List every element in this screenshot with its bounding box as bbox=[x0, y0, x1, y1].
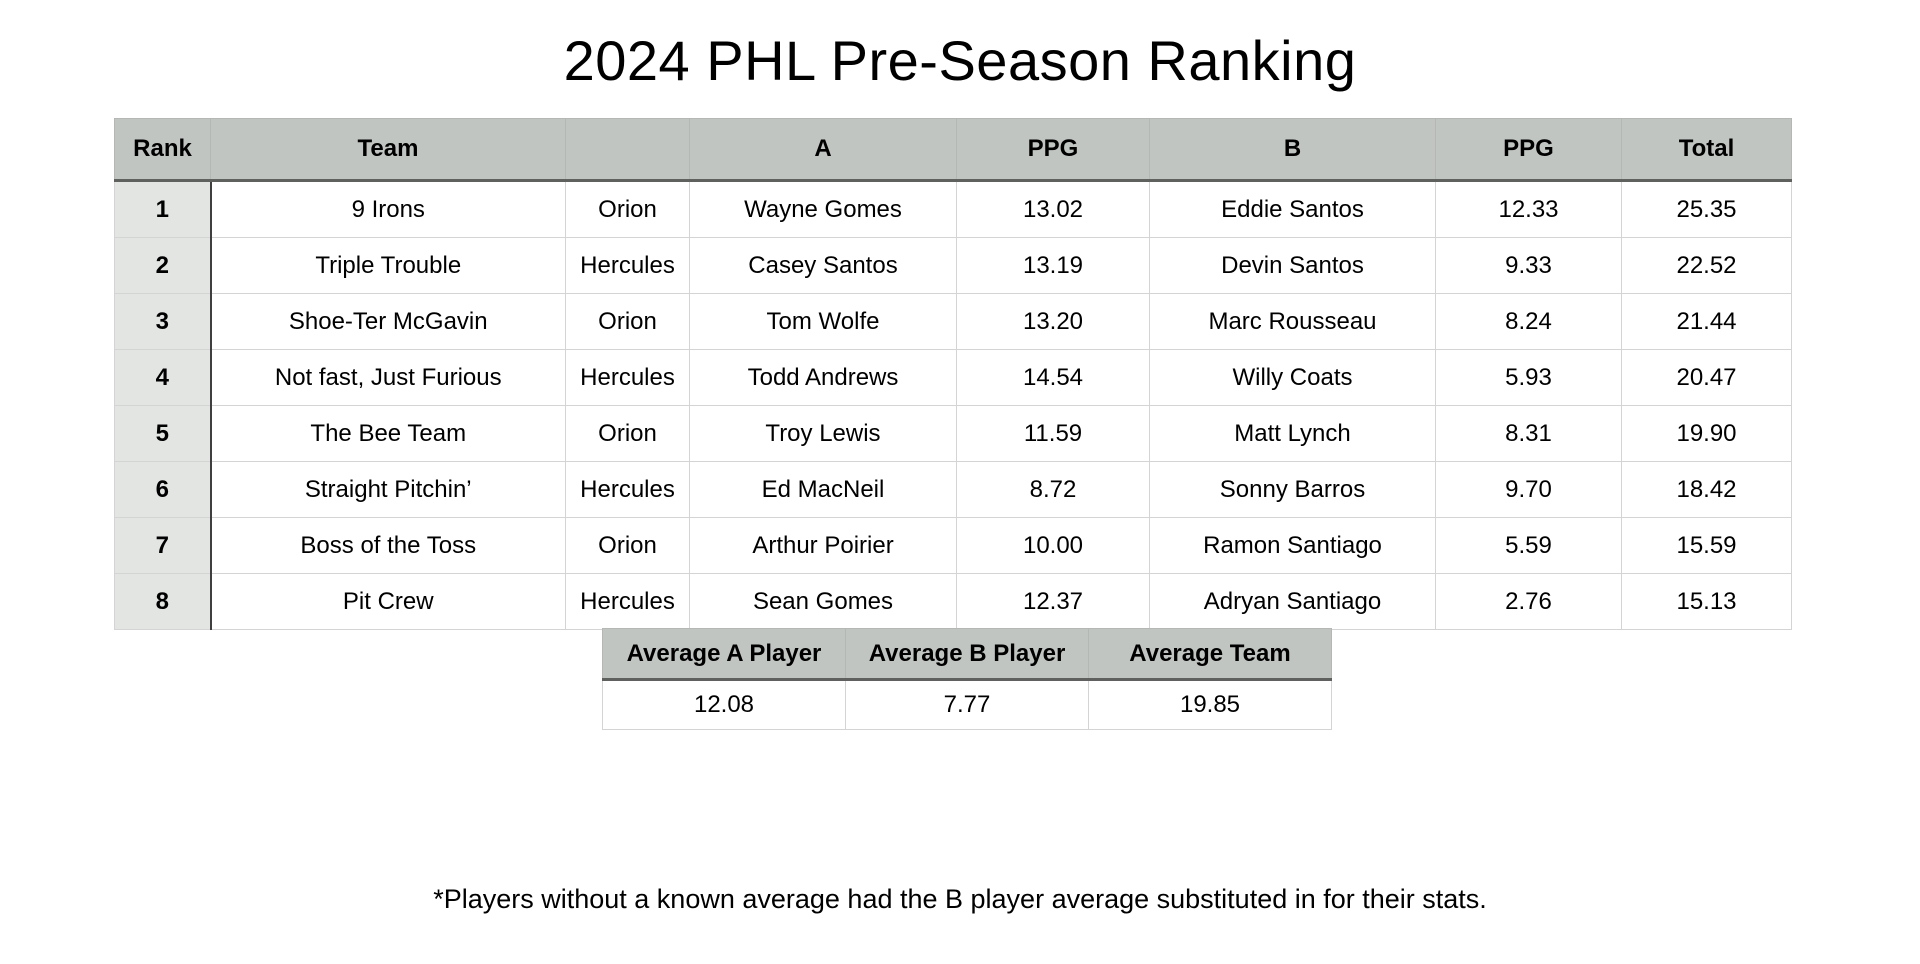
rank-cell: 2 bbox=[114, 237, 212, 294]
cell: Pit Crew bbox=[210, 573, 566, 630]
cell: 15.59 bbox=[1621, 517, 1792, 574]
cell: 19.85 bbox=[1088, 679, 1332, 730]
column-header: Average A Player bbox=[602, 628, 846, 681]
cell: Devin Santos bbox=[1149, 237, 1436, 294]
rank-cell: 5 bbox=[114, 405, 212, 462]
rank-cell: 8 bbox=[114, 573, 212, 630]
cell: Casey Santos bbox=[689, 237, 957, 294]
cell: Todd Andrews bbox=[689, 349, 957, 406]
rank-cell: 6 bbox=[114, 461, 212, 518]
table-row: 5 The Bee Team Orion Troy Lewis 11.59 Matt Ly… bbox=[114, 405, 1792, 462]
averages-table-body: 12.08 7.77 19.85 bbox=[602, 679, 1332, 730]
cell: Hercules bbox=[565, 573, 690, 630]
table-row: 7 Boss of the Toss Orion Arthur Poirier 10.0… bbox=[114, 517, 1792, 574]
cell: 20.47 bbox=[1621, 349, 1792, 406]
rank-cell: 4 bbox=[114, 349, 212, 406]
cell: Not fast, Just Furious bbox=[210, 349, 566, 406]
rank-cell: 1 bbox=[114, 180, 212, 238]
cell: 18.42 bbox=[1621, 461, 1792, 518]
cell: Matt Lynch bbox=[1149, 405, 1436, 462]
cell: Arthur Poirier bbox=[689, 517, 957, 574]
cell: 14.54 bbox=[956, 349, 1150, 406]
page-title: 2024 PHL Pre-Season Ranking bbox=[563, 29, 1357, 92]
cell: Eddie Santos bbox=[1149, 180, 1436, 238]
cell: Willy Coats bbox=[1149, 349, 1436, 406]
column-header: Average B Player bbox=[845, 628, 1089, 681]
column-header bbox=[565, 118, 690, 182]
column-header: B bbox=[1149, 118, 1436, 182]
cell: 8.72 bbox=[956, 461, 1150, 518]
main-table-header: Rank Team A PPG B PPG Total bbox=[114, 118, 1792, 182]
cell: Orion bbox=[565, 293, 690, 350]
cell: Boss of the Toss bbox=[210, 517, 566, 574]
cell: 22.52 bbox=[1621, 237, 1792, 294]
cell: 12.08 bbox=[602, 679, 846, 730]
header-row: Rank Team A PPG B PPG Total bbox=[114, 118, 1792, 182]
cell: 11.59 bbox=[956, 405, 1150, 462]
table-row: 8 Pit Crew Hercules Sean Gomes 12.37 Adryan S… bbox=[114, 573, 1792, 630]
cell: Marc Rousseau bbox=[1149, 293, 1436, 350]
column-header: Average Team bbox=[1088, 628, 1332, 681]
column-header: PPG bbox=[956, 118, 1150, 182]
cell: 21.44 bbox=[1621, 293, 1792, 350]
cell: Hercules bbox=[565, 461, 690, 518]
cell: Shoe-Ter McGavin bbox=[210, 293, 566, 350]
cell: 12.37 bbox=[956, 573, 1150, 630]
cell: Hercules bbox=[565, 237, 690, 294]
table-row: 3 Shoe-Ter McGavin Orion Tom Wolfe 13.20 Marc… bbox=[114, 293, 1792, 350]
cell: Orion bbox=[565, 405, 690, 462]
table-row: 4 Not fast, Just Furious Hercules Todd Andr… bbox=[114, 349, 1792, 406]
cell: 8.24 bbox=[1435, 293, 1622, 350]
cell: Straight Pitchin’ bbox=[210, 461, 566, 518]
cell: Sonny Barros bbox=[1149, 461, 1436, 518]
cell: Hercules bbox=[565, 349, 690, 406]
header-row: Average A Player Average B Player Average … bbox=[602, 628, 1332, 681]
column-header: Rank bbox=[114, 118, 211, 182]
footnote: *Players without a known average had the… bbox=[433, 884, 1487, 914]
rank-cell: 7 bbox=[114, 517, 212, 574]
cell: Orion bbox=[565, 517, 690, 574]
cell: 13.20 bbox=[956, 293, 1150, 350]
table-row: 6 Straight Pitchin’ Hercules Ed MacNeil 8.72… bbox=[114, 461, 1792, 518]
cell: Wayne Gomes bbox=[689, 180, 957, 238]
cell: 25.35 bbox=[1621, 180, 1792, 238]
cell: Adryan Santiago bbox=[1149, 573, 1436, 630]
cell: 13.02 bbox=[956, 180, 1150, 238]
rank-cell: 3 bbox=[114, 293, 212, 350]
cell: 7.77 bbox=[845, 679, 1089, 730]
cell: The Bee Team bbox=[210, 405, 566, 462]
cell: 5.59 bbox=[1435, 517, 1622, 574]
column-header: PPG bbox=[1435, 118, 1622, 182]
table-row: 12.08 7.77 19.85 bbox=[602, 679, 1332, 730]
cell: 12.33 bbox=[1435, 180, 1622, 238]
cell: 9.33 bbox=[1435, 237, 1622, 294]
cell: 5.93 bbox=[1435, 349, 1622, 406]
cell: Troy Lewis bbox=[689, 405, 957, 462]
table-row: 2 Triple Trouble Hercules Casey Santos 13.19… bbox=[114, 237, 1792, 294]
cell: Orion bbox=[565, 180, 690, 238]
cell: 9 Irons bbox=[210, 180, 566, 238]
cell: Triple Trouble bbox=[210, 237, 566, 294]
column-header: Team bbox=[210, 118, 566, 182]
cell: 19.90 bbox=[1621, 405, 1792, 462]
cell: Tom Wolfe bbox=[689, 293, 957, 350]
column-header: Total bbox=[1621, 118, 1792, 182]
cell: 15.13 bbox=[1621, 573, 1792, 630]
cell: 13.19 bbox=[956, 237, 1150, 294]
cell: 10.00 bbox=[956, 517, 1150, 574]
cell: 8.31 bbox=[1435, 405, 1622, 462]
cell: 2.76 bbox=[1435, 573, 1622, 630]
cell: Ramon Santiago bbox=[1149, 517, 1436, 574]
cell: Sean Gomes bbox=[689, 573, 957, 630]
averages-table: Average A Player Average B Player Average … bbox=[602, 628, 1332, 730]
averages-table-header: Average A Player Average B Player Average … bbox=[602, 628, 1332, 681]
cell: 9.70 bbox=[1435, 461, 1622, 518]
cell: Ed MacNeil bbox=[689, 461, 957, 518]
column-header: A bbox=[689, 118, 957, 182]
